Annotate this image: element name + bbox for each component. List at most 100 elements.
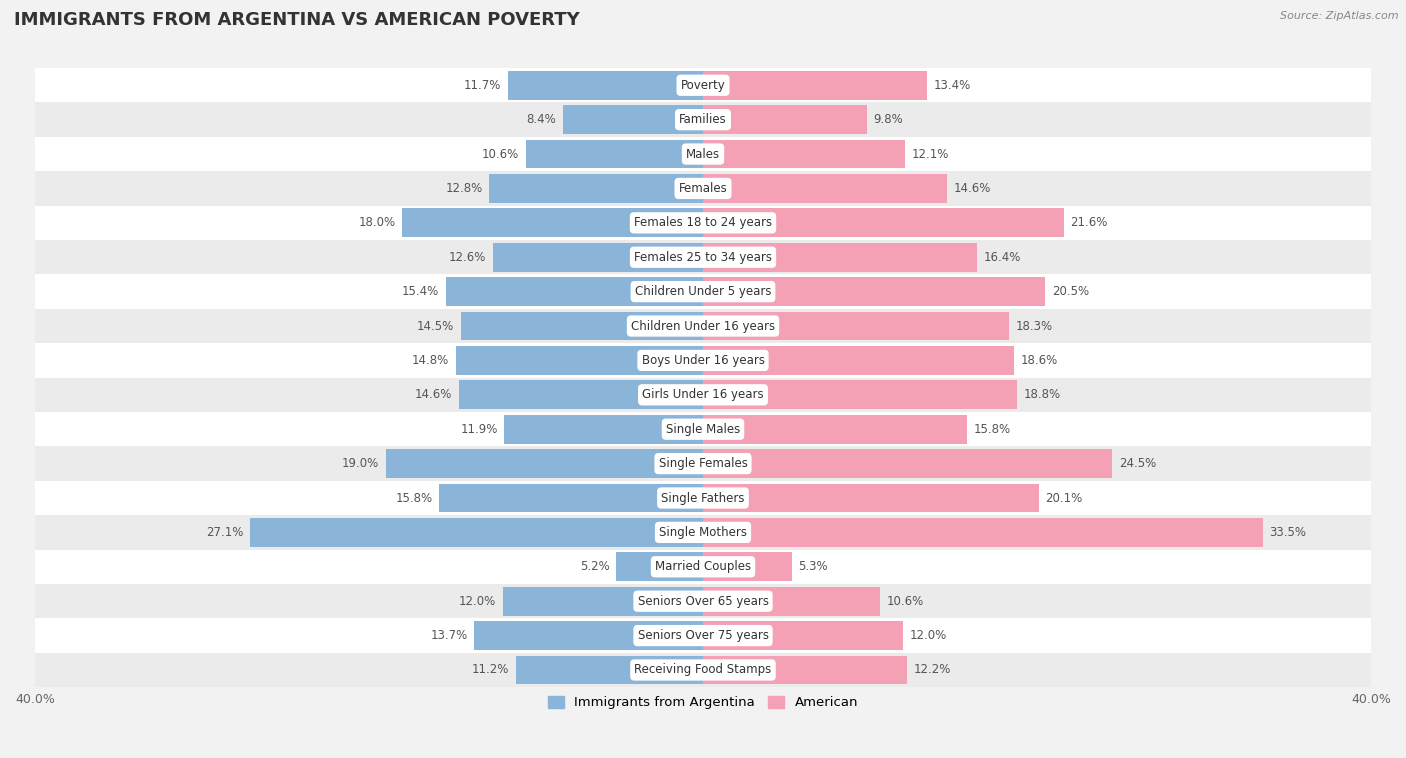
Text: IMMIGRANTS FROM ARGENTINA VS AMERICAN POVERTY: IMMIGRANTS FROM ARGENTINA VS AMERICAN PO… bbox=[14, 11, 579, 30]
Text: 12.1%: 12.1% bbox=[911, 148, 949, 161]
Text: 8.4%: 8.4% bbox=[526, 113, 555, 126]
Bar bbox=[35, 102, 1371, 137]
Bar bbox=[703, 518, 1263, 547]
Bar bbox=[492, 243, 703, 271]
Bar bbox=[703, 656, 907, 684]
Text: Source: ZipAtlas.com: Source: ZipAtlas.com bbox=[1281, 11, 1399, 21]
Text: 15.8%: 15.8% bbox=[395, 491, 433, 505]
Bar bbox=[526, 139, 703, 168]
Text: 18.8%: 18.8% bbox=[1024, 388, 1060, 401]
Bar bbox=[516, 656, 703, 684]
Bar bbox=[35, 309, 1371, 343]
Bar bbox=[703, 174, 946, 203]
Bar bbox=[461, 312, 703, 340]
Bar bbox=[35, 481, 1371, 515]
Text: 13.4%: 13.4% bbox=[934, 79, 970, 92]
Text: 16.4%: 16.4% bbox=[984, 251, 1021, 264]
Text: Males: Males bbox=[686, 148, 720, 161]
Text: 11.7%: 11.7% bbox=[464, 79, 501, 92]
Bar bbox=[35, 515, 1371, 550]
Bar bbox=[703, 346, 1014, 375]
Text: 12.0%: 12.0% bbox=[458, 595, 496, 608]
Text: Females 18 to 24 years: Females 18 to 24 years bbox=[634, 216, 772, 230]
Text: 15.8%: 15.8% bbox=[973, 423, 1011, 436]
Bar bbox=[703, 277, 1046, 306]
Bar bbox=[385, 449, 703, 478]
Text: 12.8%: 12.8% bbox=[446, 182, 482, 195]
Text: 24.5%: 24.5% bbox=[1119, 457, 1156, 470]
Text: Single Males: Single Males bbox=[666, 423, 740, 436]
Text: 18.6%: 18.6% bbox=[1021, 354, 1057, 367]
Text: 13.7%: 13.7% bbox=[430, 629, 468, 642]
Text: 19.0%: 19.0% bbox=[342, 457, 380, 470]
Text: 10.6%: 10.6% bbox=[482, 148, 519, 161]
Bar bbox=[703, 381, 1017, 409]
Bar bbox=[703, 621, 904, 650]
Text: Single Mothers: Single Mothers bbox=[659, 526, 747, 539]
Bar bbox=[35, 446, 1371, 481]
Text: 11.2%: 11.2% bbox=[472, 663, 509, 676]
Bar bbox=[703, 243, 977, 271]
Text: Females: Females bbox=[679, 182, 727, 195]
Text: Families: Families bbox=[679, 113, 727, 126]
Bar bbox=[456, 346, 703, 375]
Text: Seniors Over 65 years: Seniors Over 65 years bbox=[637, 595, 769, 608]
Bar bbox=[489, 174, 703, 203]
Bar bbox=[703, 70, 927, 100]
Bar bbox=[703, 449, 1112, 478]
Bar bbox=[703, 415, 967, 443]
Text: Boys Under 16 years: Boys Under 16 years bbox=[641, 354, 765, 367]
Bar bbox=[35, 343, 1371, 377]
Bar bbox=[703, 553, 792, 581]
Bar bbox=[703, 484, 1039, 512]
Text: 21.6%: 21.6% bbox=[1070, 216, 1108, 230]
Bar bbox=[402, 208, 703, 237]
Bar bbox=[35, 68, 1371, 102]
Text: 18.3%: 18.3% bbox=[1015, 320, 1053, 333]
Text: Single Females: Single Females bbox=[658, 457, 748, 470]
Bar bbox=[474, 621, 703, 650]
Text: Girls Under 16 years: Girls Under 16 years bbox=[643, 388, 763, 401]
Bar bbox=[35, 240, 1371, 274]
Bar bbox=[250, 518, 703, 547]
Text: 20.5%: 20.5% bbox=[1052, 285, 1090, 298]
Bar bbox=[616, 553, 703, 581]
Text: Children Under 5 years: Children Under 5 years bbox=[634, 285, 772, 298]
Text: 11.9%: 11.9% bbox=[460, 423, 498, 436]
Bar bbox=[35, 377, 1371, 412]
Text: 12.6%: 12.6% bbox=[449, 251, 486, 264]
Text: Females 25 to 34 years: Females 25 to 34 years bbox=[634, 251, 772, 264]
Text: 15.4%: 15.4% bbox=[402, 285, 439, 298]
Bar bbox=[703, 105, 866, 134]
Text: 18.0%: 18.0% bbox=[359, 216, 395, 230]
Text: Married Couples: Married Couples bbox=[655, 560, 751, 573]
Bar bbox=[35, 137, 1371, 171]
Text: 14.8%: 14.8% bbox=[412, 354, 449, 367]
Bar bbox=[35, 274, 1371, 309]
Bar bbox=[703, 208, 1064, 237]
Legend: Immigrants from Argentina, American: Immigrants from Argentina, American bbox=[543, 691, 863, 715]
Bar bbox=[703, 139, 905, 168]
Text: 14.6%: 14.6% bbox=[953, 182, 991, 195]
Text: 5.3%: 5.3% bbox=[799, 560, 828, 573]
Text: 5.2%: 5.2% bbox=[579, 560, 609, 573]
Text: 27.1%: 27.1% bbox=[207, 526, 243, 539]
Text: Receiving Food Stamps: Receiving Food Stamps bbox=[634, 663, 772, 676]
Text: 14.6%: 14.6% bbox=[415, 388, 453, 401]
Bar bbox=[35, 412, 1371, 446]
Text: Seniors Over 75 years: Seniors Over 75 years bbox=[637, 629, 769, 642]
Text: 20.1%: 20.1% bbox=[1046, 491, 1083, 505]
Bar bbox=[703, 587, 880, 615]
Bar bbox=[35, 550, 1371, 584]
Text: 14.5%: 14.5% bbox=[418, 320, 454, 333]
Text: 33.5%: 33.5% bbox=[1270, 526, 1306, 539]
Bar bbox=[439, 484, 703, 512]
Bar bbox=[703, 312, 1008, 340]
Bar bbox=[502, 587, 703, 615]
Text: Children Under 16 years: Children Under 16 years bbox=[631, 320, 775, 333]
Bar bbox=[35, 619, 1371, 653]
Text: Single Fathers: Single Fathers bbox=[661, 491, 745, 505]
Bar bbox=[460, 381, 703, 409]
Bar bbox=[446, 277, 703, 306]
Text: 9.8%: 9.8% bbox=[873, 113, 903, 126]
